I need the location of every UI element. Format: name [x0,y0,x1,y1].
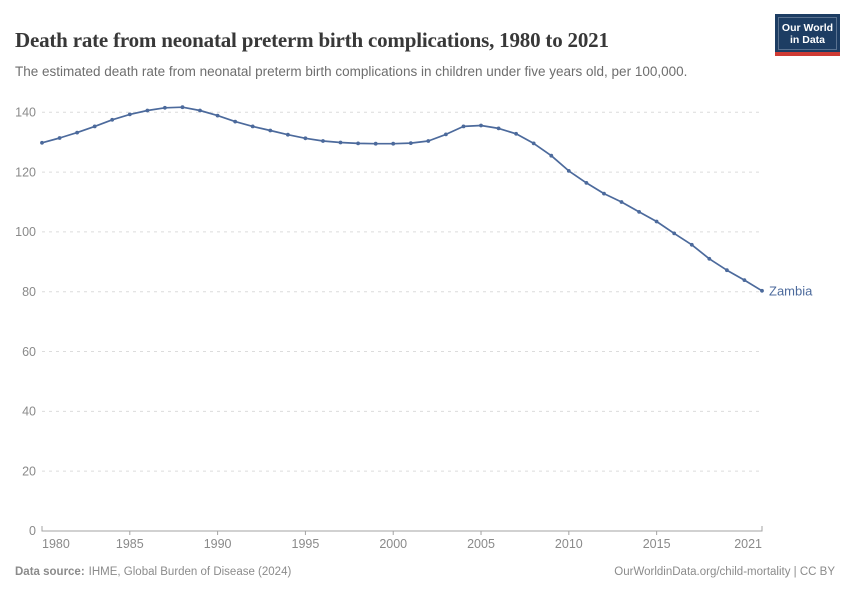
data-point-1998[interactable] [356,141,360,146]
data-point-1981[interactable] [57,136,62,140]
data-point-1987[interactable] [163,105,167,110]
data-point-1996[interactable] [321,139,325,143]
data-point-1984[interactable] [110,117,115,122]
data-point-2012[interactable] [602,191,606,196]
x-tick-label-2015: 2015 [643,537,671,551]
data-point-2013[interactable] [619,200,624,204]
x-tick-label-2000: 2000 [379,537,407,551]
data-point-2015[interactable] [654,219,659,224]
owid-logo-red-bar [775,52,840,56]
owid-logo-line1: Our World [781,21,834,34]
owid-logo[interactable]: Our World in Data [775,14,840,56]
data-point-2019[interactable] [725,268,729,273]
data-point-1988[interactable] [180,105,185,110]
data-point-1995[interactable] [303,136,308,141]
credit-link[interactable]: OurWorldinData.org/child-mortality | CC … [614,566,835,578]
data-point-2003[interactable] [444,132,448,137]
data-series-line-zambia [41,106,763,292]
data-point-2011[interactable] [584,181,589,185]
data-point-1992[interactable] [250,124,255,129]
x-tick-label-1985: 1985 [116,537,144,551]
data-point-1986[interactable] [145,108,150,113]
data-point-1982[interactable] [75,130,79,135]
data-point-2004[interactable] [461,124,466,129]
data-point-2001[interactable] [408,141,413,146]
y-tick-label-20: 20 [22,464,36,478]
data-point-2016[interactable] [672,231,677,236]
x-axis [41,526,763,532]
x-tick-label-1990: 1990 [204,537,232,551]
data-point-2020[interactable] [742,278,747,282]
y-tick-label-0: 0 [29,524,36,538]
data-point-1993[interactable] [268,128,273,133]
y-tick-label-80: 80 [22,285,36,299]
data-point-2008[interactable] [531,141,536,146]
data-point-2005[interactable] [479,123,483,128]
data-source-text: IHME, Global Burden of Disease (2024) [88,566,292,578]
data-point-1991[interactable] [233,119,238,124]
y-tick-label-140: 140 [15,106,36,120]
data-point-1985[interactable] [127,112,132,117]
data-point-2007[interactable] [514,131,518,136]
data-point-1980[interactable] [40,140,44,145]
owid-logo-line2: in Data [789,33,825,46]
y-tick-label-120: 120 [15,165,36,179]
data-point-1989[interactable] [198,108,202,113]
data-point-1999[interactable] [373,141,378,146]
y-tick-label-60: 60 [22,345,36,359]
x-tick-label-1995: 1995 [292,537,320,551]
data-source-label: Data source: [15,566,85,578]
page-title: Death rate from neonatal preterm birth c… [15,28,609,53]
data-point-1997[interactable] [338,140,343,145]
chart-footer: Data source: IHME, Global Burden of Disea… [15,566,835,578]
data-point-1994[interactable] [286,132,290,137]
data-point-2017[interactable] [689,242,694,247]
x-tick-label-2010: 2010 [555,537,583,551]
data-point-2021[interactable] [760,288,764,293]
data-point-2009[interactable] [549,153,554,158]
x-tick-label-1980: 1980 [42,537,70,551]
x-tick-label-2005: 2005 [467,537,495,551]
entity-label-zambia[interactable]: Zambia [769,283,813,298]
data-point-2000[interactable] [391,141,396,146]
data-point-1990[interactable] [215,113,220,118]
data-point-2006[interactable] [496,126,501,131]
y-tick-label-40: 40 [22,405,36,419]
data-point-2010[interactable] [566,169,571,173]
data-point-2018[interactable] [707,256,712,261]
data-point-1983[interactable] [92,124,97,129]
data-point-2002[interactable] [426,139,431,143]
data-source: Data source: IHME, Global Burden of Disea… [15,566,291,578]
data-point-2014[interactable] [637,210,641,214]
chart-subtitle: The estimated death rate from neonatal p… [15,63,688,79]
owid-logo-text: Our World in Data [778,17,837,50]
x-tick-label-2021: 2021 [734,537,762,551]
y-tick-label-100: 100 [15,225,36,239]
